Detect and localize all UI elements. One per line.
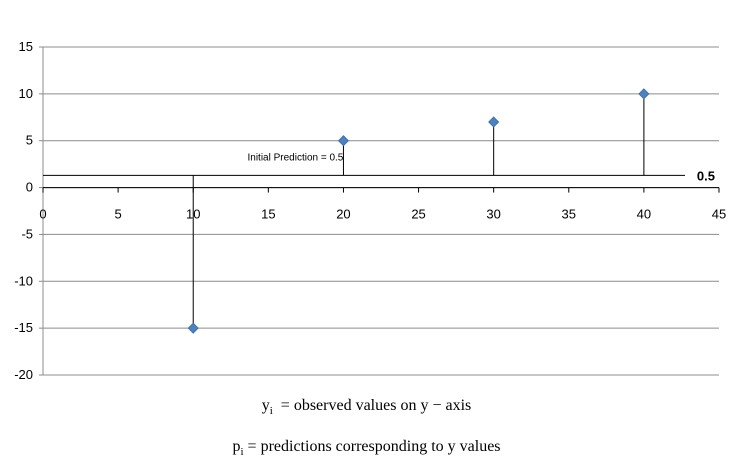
x-tick-labels: 0 5 10 15 20 25 30 35 40 45 (39, 207, 726, 222)
y-tick-label: -20 (14, 367, 33, 382)
data-points (187, 88, 650, 334)
caption-observed-var: yi (261, 397, 273, 418)
caption-observed: yi = observed values on y − axis (0, 397, 733, 417)
gridlines (43, 46, 719, 376)
caption-observed-text: = observed values on y − axis (280, 397, 472, 414)
data-point (337, 135, 350, 147)
x-tick-label: 20 (336, 207, 350, 222)
initial-prediction-annotation: Initial Prediction = 0.5 (247, 152, 343, 163)
y-tick-label: 15 (19, 39, 33, 54)
x-tick-label: 25 (411, 207, 425, 222)
baseline-group: 0.5 (43, 168, 715, 183)
x-tick-label: 5 (114, 207, 121, 222)
y-tick-label: 0 (26, 180, 33, 195)
x-tick-label: 45 (712, 207, 726, 222)
data-point (488, 116, 500, 128)
y-tick-label: -15 (14, 320, 33, 335)
residual-lines (192, 93, 645, 329)
axes (39, 46, 720, 376)
y-tick-labels: -20 -15 -10 -5 0 5 10 15 (14, 39, 33, 382)
scatter-chart: -20 -15 -10 -5 0 5 10 15 0 5 10 15 20 25 30 35 40 45 0.5… (14, 39, 726, 382)
caption-predictions-var: pi (232, 438, 244, 459)
x-tick-label: 40 (637, 207, 651, 222)
x-tick-label: 15 (261, 207, 275, 222)
y-tick-label: 10 (19, 86, 33, 101)
x-tick-label: 35 (562, 207, 576, 222)
caption-predictions: pi = predictions corresponding to y valu… (0, 438, 733, 458)
caption-predictions-text: = predictions corresponding to y values (247, 438, 501, 455)
y-tick-label: -10 (14, 273, 33, 288)
baseline-label: 0.5 (697, 168, 715, 183)
data-point (638, 88, 650, 100)
y-tick-label: 5 (26, 133, 33, 148)
x-tick-label: 30 (486, 207, 500, 222)
data-point (187, 322, 199, 334)
x-tick-label: 0 (39, 207, 46, 222)
y-tick-label: -5 (21, 226, 33, 241)
